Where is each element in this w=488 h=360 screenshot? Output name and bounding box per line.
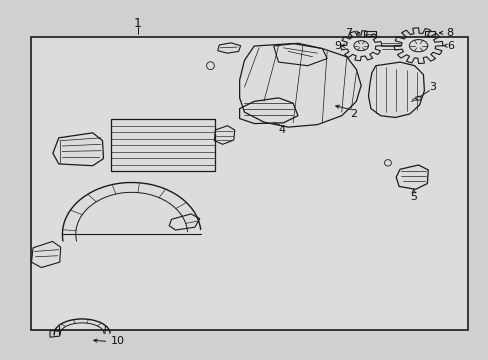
Text: 4: 4	[278, 125, 285, 135]
Text: 5: 5	[409, 192, 416, 202]
Text: 9: 9	[334, 41, 341, 51]
Text: 2: 2	[349, 109, 357, 119]
Text: 3: 3	[429, 82, 436, 92]
Text: 7: 7	[345, 28, 352, 38]
Text: 6: 6	[447, 41, 453, 51]
Bar	[30, 37, 467, 330]
Text: 1: 1	[133, 17, 141, 30]
Bar	[364, 31, 375, 36]
Bar	[111, 119, 215, 171]
Text: 8: 8	[446, 28, 452, 38]
Text: 10: 10	[111, 337, 124, 346]
Bar	[425, 31, 434, 36]
